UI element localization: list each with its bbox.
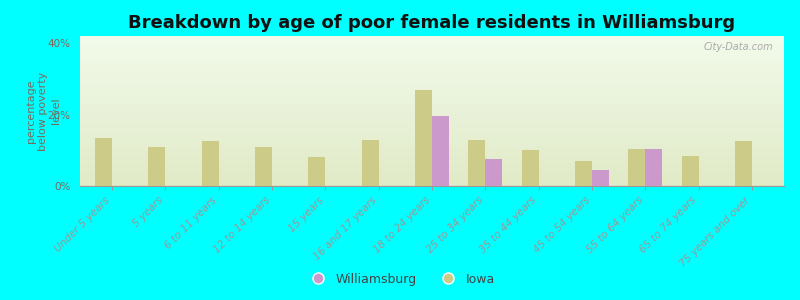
Bar — [592, 170, 609, 186]
Text: City-Data.com: City-Data.com — [704, 42, 774, 52]
Bar — [646, 148, 662, 186]
Bar — [255, 147, 272, 186]
Bar — [308, 158, 326, 186]
Title: Breakdown by age of poor female residents in Williamsburg: Breakdown by age of poor female resident… — [129, 14, 735, 32]
Bar — [415, 90, 432, 186]
Bar — [362, 140, 378, 186]
Bar — [575, 161, 592, 186]
Bar — [95, 138, 112, 186]
Bar — [682, 156, 698, 186]
Bar — [468, 140, 486, 186]
Bar — [432, 116, 449, 186]
Legend: Williamsburg, Iowa: Williamsburg, Iowa — [301, 268, 499, 291]
Bar — [735, 141, 752, 186]
Bar — [486, 159, 502, 186]
Bar — [522, 150, 538, 186]
Bar — [202, 141, 218, 186]
Bar — [628, 148, 646, 186]
Bar — [148, 147, 166, 186]
Y-axis label: percentage
below poverty
level: percentage below poverty level — [26, 71, 61, 151]
